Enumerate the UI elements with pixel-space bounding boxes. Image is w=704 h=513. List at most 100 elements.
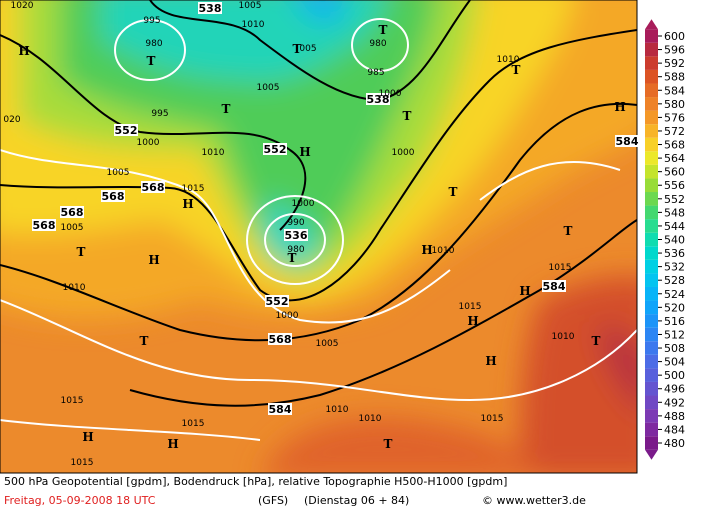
pressure-center: H	[82, 430, 93, 444]
isobar-label: 1005	[239, 1, 262, 11]
pressure-center: T	[512, 63, 521, 77]
isobar-label: 1010	[432, 246, 455, 256]
legend-label: 564	[664, 152, 685, 165]
legend-label: 516	[664, 315, 685, 328]
legend-swatch	[645, 83, 658, 98]
isobar-label: 1000	[392, 148, 415, 158]
legend-label: 512	[664, 328, 685, 341]
isobar-label: 1010	[326, 405, 349, 415]
isobar-label: 1010	[497, 55, 520, 65]
isobar-label: 1015	[182, 419, 205, 429]
pressure-center: H	[467, 314, 478, 328]
legend-label: 540	[664, 234, 685, 247]
isobar-label: 1005	[257, 83, 280, 93]
legend-label: 528	[664, 274, 685, 287]
contour-label: 568	[61, 206, 84, 219]
isobar-label: 995	[143, 16, 160, 26]
legend-swatch	[645, 164, 658, 179]
isobar-label: 1010	[359, 414, 382, 424]
pressure-center: H	[519, 284, 530, 298]
pressure-center: T	[140, 334, 149, 348]
legend-label: 496	[664, 383, 685, 396]
legend-label: 532	[664, 261, 685, 274]
legend-swatch	[645, 232, 658, 247]
legend-label: 544	[664, 220, 685, 233]
isobar-label: 1005	[61, 223, 84, 233]
map-frame	[0, 0, 638, 474]
contour-label-bg	[141, 181, 165, 193]
isobar-label: 1000	[379, 89, 402, 99]
isobar-label: 980	[369, 39, 386, 49]
isobar-label: 1015	[71, 458, 94, 468]
legend-swatch	[645, 97, 658, 111]
footer-run: (Dienstag 06 + 84)	[304, 494, 409, 507]
contour-label: 536	[285, 229, 308, 242]
isobar-label: 1015	[481, 414, 504, 424]
legend-label: 592	[664, 57, 685, 70]
legend-swatch	[645, 42, 658, 57]
legend-swatch	[645, 368, 658, 382]
contour-label: 552	[115, 124, 138, 137]
legend-label: 552	[664, 193, 685, 206]
legend-label: 588	[664, 71, 685, 84]
isobar-label: 1015	[182, 184, 205, 194]
legend-swatch	[645, 395, 658, 410]
isobar-label: 1000	[276, 311, 299, 321]
pressure-center: H	[299, 145, 310, 159]
legend-swatch	[645, 110, 658, 125]
isobar-label: 1010	[202, 148, 225, 158]
isobar-label: 1000	[137, 138, 160, 148]
contour-label-bg	[198, 2, 222, 14]
contour-label-bg	[366, 93, 390, 105]
isobar-label: 980	[287, 245, 304, 255]
legend-swatch	[645, 327, 658, 342]
legend-swatch	[645, 409, 658, 423]
contour-label-bg	[114, 124, 138, 136]
isobar-label: 1005	[107, 168, 130, 178]
pressure-center: H	[421, 243, 432, 257]
isobar-label: 990	[287, 218, 304, 228]
contour-label-bg	[32, 219, 56, 231]
contour-label-bg	[615, 135, 639, 147]
legend-label: 524	[664, 288, 685, 301]
legend-swatch	[645, 151, 658, 165]
contour-label-bg	[60, 206, 84, 218]
legend-label: 560	[664, 166, 685, 179]
legend-swatch	[645, 246, 658, 260]
isobar-label: 1005	[316, 339, 339, 349]
isobar-label: 1020	[11, 1, 34, 11]
isobar-label: 1010	[63, 283, 86, 293]
pressure-center: T	[222, 102, 231, 116]
pressure-center: H	[148, 253, 159, 267]
isobar-label: 1010	[242, 20, 265, 30]
legend-swatch	[645, 354, 658, 369]
legend-swatch	[645, 273, 658, 287]
isobar-label: 995	[151, 109, 168, 119]
legend-swatch	[645, 56, 658, 70]
contour-label-bg	[542, 280, 566, 292]
contour-label: 584	[269, 403, 292, 416]
legend-label: 504	[664, 356, 685, 369]
legend-swatch	[645, 286, 658, 301]
legend-label: 508	[664, 342, 685, 355]
legend-label: 536	[664, 247, 685, 260]
pressure-center: H	[614, 100, 625, 114]
pressure-center: H	[182, 197, 193, 211]
legend-swatch	[645, 192, 658, 206]
legend-swatch	[645, 436, 658, 450]
pressure-center: T	[288, 251, 297, 265]
legend-label: 520	[664, 301, 685, 314]
pressure-center: H	[167, 437, 178, 451]
isobar-label: 1015	[549, 263, 572, 273]
isobar-label: 020	[3, 115, 20, 125]
isobar-label: 985	[367, 68, 384, 78]
isobar-label: 1000	[292, 199, 315, 209]
isobar-label: 005	[299, 44, 316, 54]
pressure-center: T	[403, 109, 412, 123]
contour-label-bg	[268, 403, 292, 415]
contour-label-bg	[268, 333, 292, 345]
legend-label: 548	[664, 206, 685, 219]
pressure-center: T	[384, 437, 393, 451]
contour-label: 568	[142, 181, 165, 194]
